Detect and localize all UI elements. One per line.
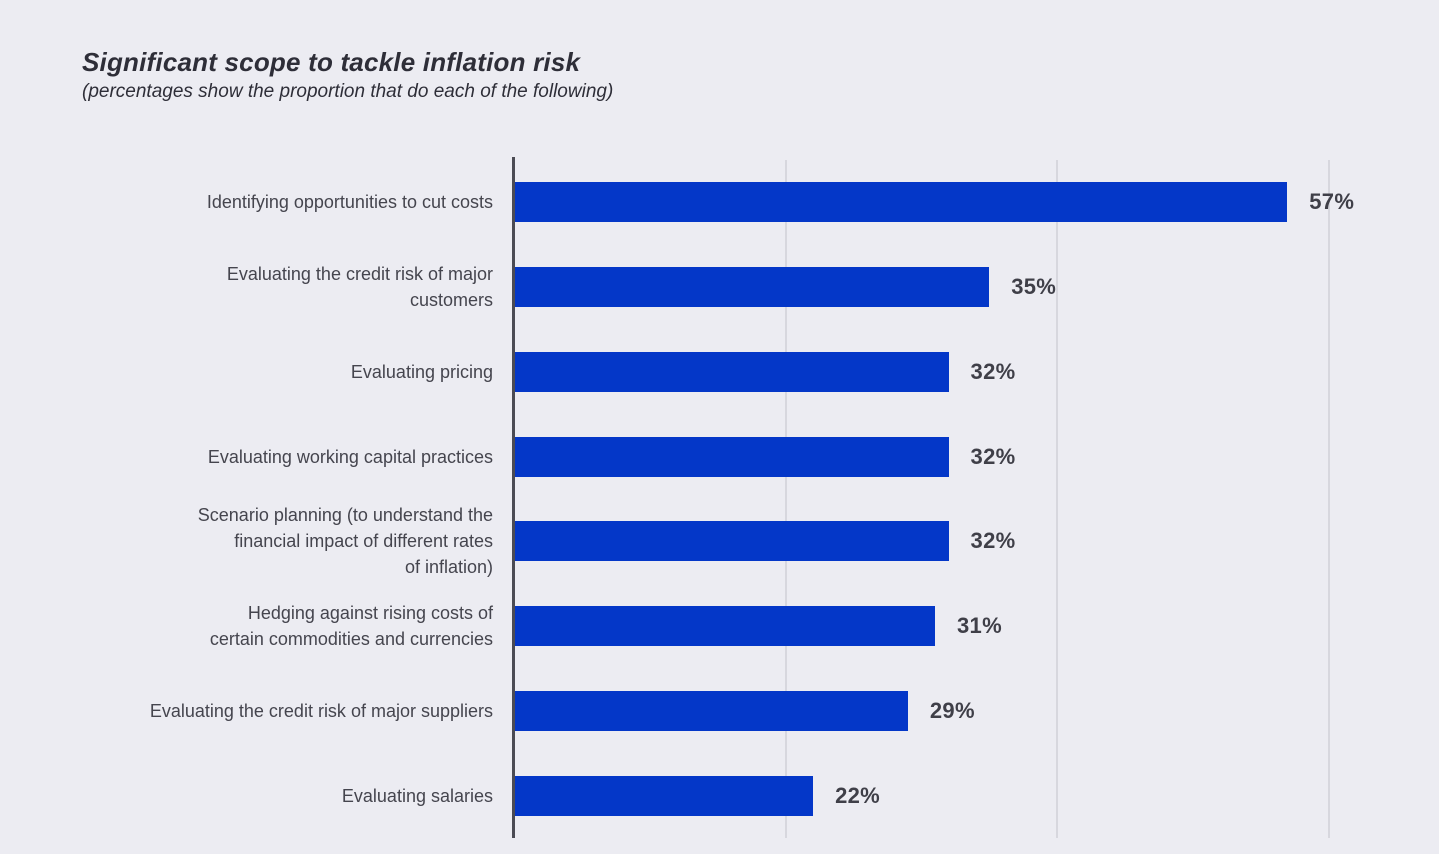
value-label: 35% <box>1011 274 1057 300</box>
category-label: Evaluating working capital practices <box>207 446 493 467</box>
category-label: Hedging against rising costs of certain … <box>209 603 493 650</box>
bar-row: Evaluating pricing 32% <box>0 330 1439 415</box>
bar-track: 32% <box>515 436 1439 477</box>
gridline-20 <box>784 160 787 838</box>
bar-track: 35% <box>515 267 1439 308</box>
value-label: 22% <box>835 782 880 808</box>
bar-track: 32% <box>515 351 1439 392</box>
bar-row: Identifying opportunities to cut costs 57… <box>0 160 1439 245</box>
bar-chart: Identifying opportunities to cut costs 57… <box>0 157 1439 838</box>
bar-track: 22% <box>515 775 1439 816</box>
bar-track: 29% <box>515 690 1439 731</box>
gridline-60 <box>1327 160 1330 838</box>
value-label: 31% <box>957 613 1002 639</box>
chart-title: Significant scope to tackle inflation ri… <box>82 47 581 77</box>
gridline-40 <box>1056 160 1059 838</box>
bar-row: Evaluating salaries 22% <box>0 753 1439 838</box>
bar <box>515 521 949 562</box>
chart-subtitle: (percentages show the proportion that do… <box>82 81 614 102</box>
category-label: Evaluating the credit risk of major supp… <box>149 700 493 721</box>
bar <box>515 690 908 731</box>
bar-row: Evaluating the credit risk of major supp… <box>0 669 1439 754</box>
bar-track: 32% <box>515 521 1439 562</box>
bar-row: Hedging against rising costs of certain … <box>0 584 1439 669</box>
bar <box>515 436 949 477</box>
category-label: Evaluating pricing <box>350 361 493 382</box>
category-label: Evaluating salaries <box>341 785 493 806</box>
category-label: Scenario planning (to understand the fin… <box>197 505 493 578</box>
bar <box>515 267 990 308</box>
category-label: Evaluating the credit risk of major cust… <box>226 264 493 311</box>
y-axis-line <box>512 157 515 838</box>
bar <box>515 606 935 647</box>
value-label: 57% <box>1309 189 1355 215</box>
value-label: 32% <box>970 358 1016 384</box>
category-label: Identifying opportunities to cut costs <box>206 192 493 213</box>
bar-rows: Identifying opportunities to cut costs 57… <box>0 160 1439 838</box>
bar <box>515 351 949 392</box>
bar-row: Evaluating the credit risk of major cust… <box>0 245 1439 330</box>
bar <box>515 775 814 816</box>
plot-area <box>513 160 1439 838</box>
bar-track: 57% <box>515 182 1439 223</box>
value-label: 32% <box>970 443 1016 469</box>
chart-header: Significant scope to tackle inflation ri… <box>82 46 613 104</box>
bar-row: Scenario planning (to understand the fin… <box>0 499 1439 584</box>
value-label: 32% <box>970 528 1016 554</box>
bar <box>515 182 1288 223</box>
value-label: 29% <box>929 697 975 723</box>
bar-row: Evaluating working capital practices 32% <box>0 414 1439 499</box>
bar-track: 31% <box>515 606 1439 647</box>
